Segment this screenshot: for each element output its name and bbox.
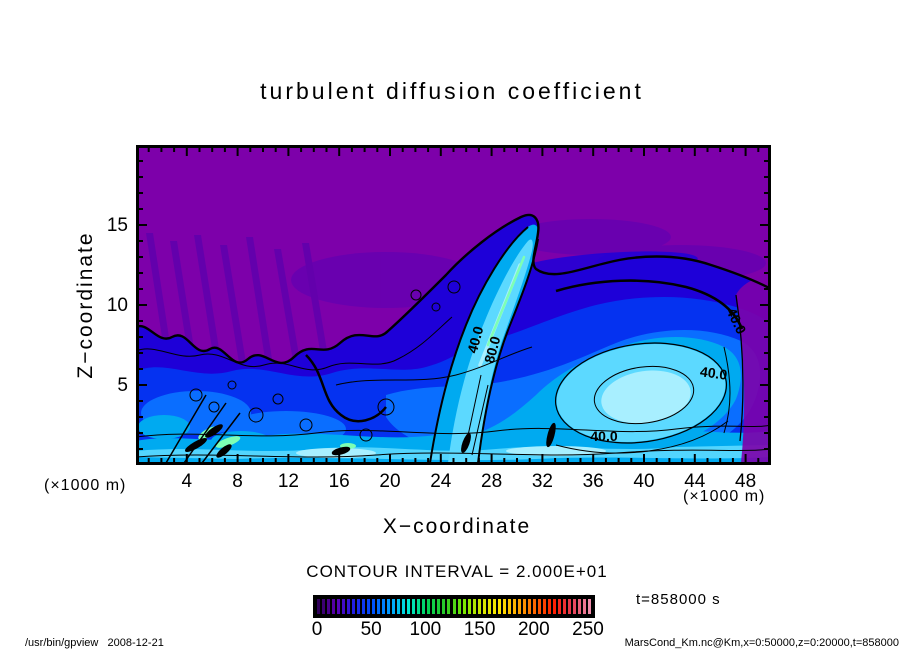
right-purple-wedge bbox=[736, 275, 771, 463]
colorbar-strip bbox=[372, 599, 376, 614]
colorbar-strip bbox=[332, 599, 336, 614]
x-tick-label: 24 bbox=[430, 471, 452, 492]
colorbar-strip bbox=[347, 599, 351, 614]
colorbar-tick-label: 200 bbox=[517, 619, 550, 640]
contour-interval-text: CONTOUR INTERVAL = 2.000E+01 bbox=[306, 562, 608, 581]
colorbar-strip bbox=[522, 599, 526, 614]
colorbar-strip bbox=[502, 599, 506, 614]
colorbar-tick-label: 50 bbox=[360, 619, 382, 640]
x-tick-label: 8 bbox=[232, 471, 243, 492]
colorbar-tick-label: 0 bbox=[311, 619, 323, 640]
colorbar-strip bbox=[467, 599, 471, 614]
x-tick-label: 48 bbox=[735, 471, 757, 492]
contour-lines bbox=[136, 213, 771, 464]
colorbar-strip bbox=[422, 599, 426, 614]
colorbar-strip bbox=[527, 599, 531, 614]
colorbar-strip bbox=[482, 599, 486, 614]
time-label: t=858000 s bbox=[636, 591, 721, 608]
colorbar-strip bbox=[407, 599, 411, 614]
x-tick-label: 44 bbox=[684, 471, 706, 492]
x-tick-label: 16 bbox=[328, 471, 350, 492]
colorbar-strip bbox=[367, 599, 371, 614]
colorbar-strip bbox=[437, 599, 441, 614]
colorbar-strip bbox=[387, 599, 391, 614]
colorbar-strip bbox=[462, 599, 466, 614]
colorbar-strip bbox=[322, 599, 326, 614]
colorbar-strip bbox=[582, 599, 586, 614]
x-unit-label-right: (×1000 m) bbox=[683, 488, 766, 505]
blue-tail bbox=[514, 251, 698, 279]
colorbar-strip bbox=[447, 599, 451, 614]
colorbar-strip bbox=[417, 599, 421, 614]
colorbar-tick-label: 150 bbox=[463, 619, 496, 640]
colorbar-strip bbox=[542, 599, 546, 614]
x-tick-label: 20 bbox=[379, 471, 401, 492]
colorbar-strip bbox=[567, 599, 571, 614]
colorbar-strip bbox=[337, 599, 341, 614]
colorbar-strip bbox=[392, 599, 396, 614]
colorbar-strip bbox=[572, 599, 576, 614]
colorbar-strip bbox=[477, 599, 481, 614]
plot-area: 40.0 40.0 40.0 40.0 80.0 Z−coordinate 5 10 15 … bbox=[74, 145, 771, 492]
colorbar-strip bbox=[357, 599, 361, 614]
colorbar-strip bbox=[577, 599, 581, 614]
contour-label: 40.0 bbox=[590, 428, 617, 444]
colorbar bbox=[313, 595, 595, 618]
colorbar-strip bbox=[432, 599, 436, 614]
x-tick-label: 28 bbox=[481, 471, 503, 492]
colorbar-strip bbox=[552, 599, 556, 614]
footer-program-text: /usr/bin/gpview 2008-12-21 bbox=[25, 637, 164, 649]
colorbar-strip bbox=[588, 599, 591, 614]
colorbar-strip bbox=[327, 599, 331, 614]
colorbar-strip bbox=[487, 599, 491, 614]
x-tick-label: 36 bbox=[582, 471, 604, 492]
colorbar-strip bbox=[402, 599, 406, 614]
colorbar-strip bbox=[557, 599, 561, 614]
colorbar-strip bbox=[472, 599, 476, 614]
contour-label: 40.0 bbox=[464, 324, 487, 355]
colorbar-strip bbox=[512, 599, 516, 614]
colorbar-strip bbox=[377, 599, 381, 614]
colorbar-strip bbox=[497, 599, 501, 614]
colorbar-strip bbox=[547, 599, 551, 614]
x-tick-label: 32 bbox=[531, 471, 553, 492]
colorbar-strip bbox=[442, 599, 446, 614]
contour-label: 80.0 bbox=[481, 334, 504, 365]
colorbar-strip bbox=[382, 599, 386, 614]
chart-title: turbulent diffusion coefficient bbox=[260, 78, 644, 104]
colorbar-tick-label: 100 bbox=[409, 619, 442, 640]
colorbar-strip bbox=[362, 599, 366, 614]
z-tick-label: 15 bbox=[106, 215, 128, 236]
colorbar-strip bbox=[492, 599, 496, 614]
colorbar-strip bbox=[537, 599, 541, 614]
colorbar-strip bbox=[457, 599, 461, 614]
footer-source-text: MarsCond_Km.nc@Km,x=0:50000,z=0:20000,t=… bbox=[624, 637, 899, 649]
x-tick-label: 4 bbox=[181, 471, 193, 492]
colorbar-strip bbox=[412, 599, 416, 614]
colorbar-strip bbox=[562, 599, 566, 614]
colorbar-tick-label: 250 bbox=[572, 619, 604, 640]
colorbar-strip bbox=[317, 599, 320, 614]
contour-plot-canvas: 40.040.040.040.080.0 bbox=[136, 145, 771, 465]
plot-frame bbox=[136, 145, 771, 465]
colorbar-strip bbox=[532, 599, 536, 614]
x-tick-label: 12 bbox=[277, 471, 299, 492]
colorbar-strip bbox=[427, 599, 431, 614]
z-tick-label: 10 bbox=[106, 295, 128, 316]
colorbar-strip bbox=[397, 599, 401, 614]
x-tick-label: 40 bbox=[633, 471, 655, 492]
colorbar-strip bbox=[352, 599, 356, 614]
colorbar-strip bbox=[507, 599, 511, 614]
contour-label: 40.0 bbox=[699, 363, 728, 383]
x-axis-label: X−coordinate bbox=[382, 515, 532, 538]
colorbar-strip bbox=[452, 599, 456, 614]
colorbar-strip bbox=[342, 599, 346, 614]
z-tick-label: 5 bbox=[117, 375, 128, 396]
colorbar-strip bbox=[517, 599, 521, 614]
x-unit-label-left: (×1000 m) bbox=[44, 477, 127, 494]
